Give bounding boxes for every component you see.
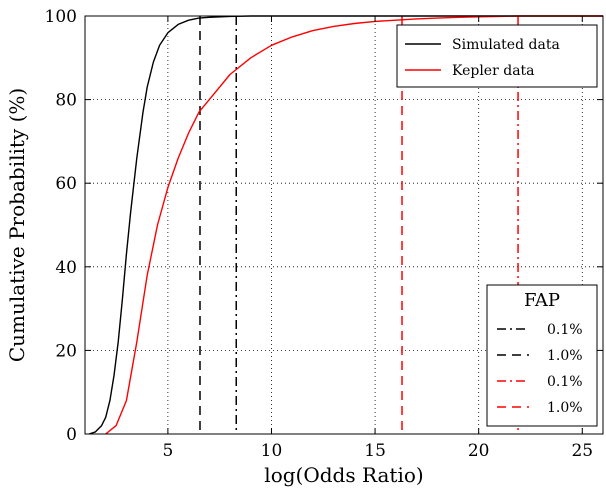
fap-legend-label: 0.1% — [547, 322, 583, 338]
simulated-data-line — [88, 15, 603, 435]
axis-ticks: 5 10 15 20 25 0 20 40 60 80 100 — [45, 7, 603, 461]
x-axis-title: log(Odds Ratio) — [264, 463, 423, 487]
y-axis-title: Cumulative Probability (%) — [5, 88, 29, 362]
fap-legend-title: FAP — [524, 290, 560, 311]
legend-box — [396, 24, 598, 88]
y-tick-label: 100 — [45, 7, 77, 27]
y-tick-label: 80 — [55, 91, 77, 111]
fap-legend-label: 1.0% — [547, 348, 583, 364]
fap-legend-label: 0.1% — [547, 374, 583, 390]
y-tick-label: 0 — [66, 425, 77, 445]
y-tick-label: 60 — [55, 174, 77, 194]
series-legend: Simulated data Kepler data — [396, 24, 598, 88]
y-tick-label: 20 — [55, 341, 77, 361]
x-tick-label: 10 — [261, 441, 283, 461]
fap-legend: FAP 0.1% 1.0% 0.1% 1.0% — [486, 284, 598, 427]
x-tick-label: 15 — [364, 441, 386, 461]
kepler-data-line — [105, 15, 603, 435]
legend-label: Kepler data — [452, 63, 535, 79]
x-tick-label: 25 — [571, 441, 593, 461]
plot-frame — [84, 15, 604, 435]
x-tick-label: 5 — [162, 441, 173, 461]
y-tick-label: 40 — [55, 258, 77, 278]
fap-legend-label: 1.0% — [547, 400, 583, 416]
series-lines — [88, 15, 603, 435]
legend-label: Simulated data — [452, 37, 560, 53]
x-tick-label: 20 — [468, 441, 490, 461]
